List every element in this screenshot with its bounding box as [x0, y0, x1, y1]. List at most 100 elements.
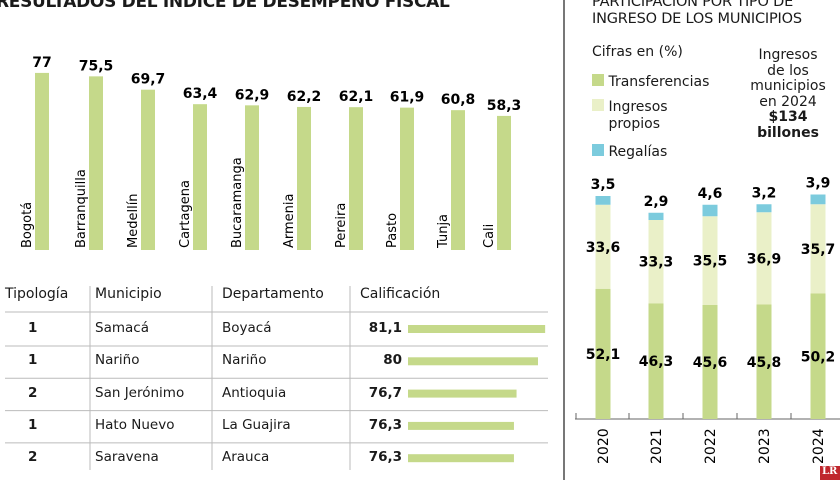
score-value: 81,1 [368, 320, 402, 336]
segment-value-label: 4,6 [698, 186, 723, 202]
segment-transferencias [756, 304, 772, 419]
segment-regalías [595, 196, 611, 205]
year-label: 2021 [649, 428, 665, 464]
segment-ingresos-propios [648, 220, 664, 304]
table-cell: Nariño [222, 352, 267, 369]
table-cell: Boyacá [222, 320, 272, 336]
table-cell: La Guajira [222, 416, 291, 433]
segment-value-label: 2,9 [644, 194, 669, 210]
segment-regalías [702, 204, 718, 217]
segment-value-label: 35,5 [693, 254, 728, 270]
score-bar [408, 389, 517, 398]
bar-value-label: 75,5 [79, 58, 114, 74]
legend-label: Transferencias [608, 74, 710, 90]
year-label: 2022 [703, 428, 719, 464]
segment-value-label: 45,6 [693, 355, 728, 371]
title-line-2: INGRESO DE LOS MUNICIPIOS [592, 11, 802, 27]
year-label: 2023 [757, 428, 773, 464]
category-label: Pasto [385, 213, 400, 248]
table-cell: 1 [28, 416, 38, 433]
year-label: 2024 [811, 428, 827, 464]
segment-value-label: 35,7 [801, 242, 836, 258]
table-cell: 2 [28, 449, 38, 466]
table-cell: Antioquia [222, 384, 287, 401]
score-bar [408, 421, 514, 430]
category-label: Cartagena [178, 180, 193, 248]
score-bar [408, 357, 538, 366]
bar-barranquilla [89, 76, 103, 250]
bar-value-label: 62,1 [339, 89, 374, 105]
segment-ingresos-propios [595, 204, 611, 289]
segment-ingresos-propios [702, 216, 718, 305]
annotation-line: billones [757, 124, 819, 141]
table-cell: Hato Nuevo [95, 416, 175, 433]
table-cell: Samacá [95, 320, 149, 336]
table-cell: San Jerónimo [95, 384, 185, 401]
score-bar [408, 325, 546, 333]
annotation-line: en 2024 [759, 93, 817, 110]
right-chart-title: PARTICIPACIÓN POR TIPO DE INGRESO DE LOS… [592, 0, 802, 28]
bar-medellín [141, 89, 155, 250]
logo: LR [820, 466, 840, 480]
segment-value-label: 52,1 [586, 347, 621, 363]
annotation-line: municipios [750, 78, 826, 94]
bar-value-label: 63,4 [183, 86, 218, 102]
title-line-1: PARTICIPACIÓN POR TIPO DE [592, 0, 794, 10]
score-value: 80 [383, 352, 402, 369]
table-header: Tipología [5, 286, 69, 302]
income-annotation: Ingresos de los municipios en 2024 $134 billo… [738, 47, 838, 141]
bar-value-label: 61,9 [390, 90, 425, 106]
segment-value-label: 3,2 [752, 185, 777, 201]
bar-value-label: 62,9 [235, 87, 270, 103]
score-value: 76,3 [368, 449, 402, 466]
legend-transferencias: Transferencias [592, 74, 709, 91]
segment-value-label: 50,2 [801, 349, 836, 365]
bar-pasto [400, 107, 414, 250]
segment-transferencias [810, 293, 826, 419]
table-cell: Arauca [222, 449, 270, 466]
segment-value-label: 3,9 [806, 176, 831, 192]
segment-value-label: 33,6 [586, 240, 621, 256]
bar-tunja [451, 110, 465, 250]
table-header: Departamento [222, 286, 324, 302]
score-value: 76,3 [368, 416, 402, 433]
bar-value-label: 60,8 [441, 92, 476, 108]
score-value: 76,7 [368, 384, 402, 401]
category-label: Bogotá [20, 202, 35, 248]
legend-label: Regalías [608, 144, 668, 160]
segment-value-label: 36,9 [747, 251, 782, 267]
table-cell: 1 [28, 352, 38, 369]
bar-cartagena [193, 104, 207, 251]
legend-swatch [592, 99, 604, 111]
bar-value-label: 69,7 [131, 72, 166, 88]
bar-value-label: 58,3 [487, 98, 522, 114]
category-label: Armenia [282, 194, 297, 249]
category-label: Bucaramanga [230, 157, 245, 248]
segment-regalías [756, 204, 772, 213]
segment-ingresos-propios [756, 212, 772, 305]
legend-regalias: Regalías [592, 144, 667, 161]
bar-armenia [297, 106, 311, 250]
legend-label: Ingresos propios [608, 99, 668, 132]
bar-bogotá [35, 72, 49, 251]
category-label: Medellín [126, 193, 141, 248]
left-chart-title: RESULTADOS DEL ÍNDICE DE DESEMPEÑO FISCA… [0, 0, 450, 12]
units-label: Cifras en (%) [592, 44, 683, 60]
bar-value-label: 62,2 [287, 89, 322, 105]
category-label: Barranquilla [74, 169, 89, 248]
segment-transferencias [595, 288, 611, 419]
year-label: 2020 [596, 428, 612, 464]
annotation-line: de los [767, 62, 809, 79]
annotation-line: $134 [768, 109, 808, 125]
table-header: Municipio [95, 286, 162, 302]
bar-pereira [349, 107, 363, 250]
divider [563, 0, 565, 480]
table-cell: Saravena [95, 449, 159, 466]
legend-swatch [592, 74, 604, 86]
annotation-line: Ingresos [758, 47, 818, 63]
segment-ingresos-propios [810, 204, 826, 294]
segment-transferencias [648, 303, 664, 419]
legend-ingresos-propios: Ingresos propios [592, 99, 678, 133]
bar-bucaramanga [245, 105, 259, 250]
